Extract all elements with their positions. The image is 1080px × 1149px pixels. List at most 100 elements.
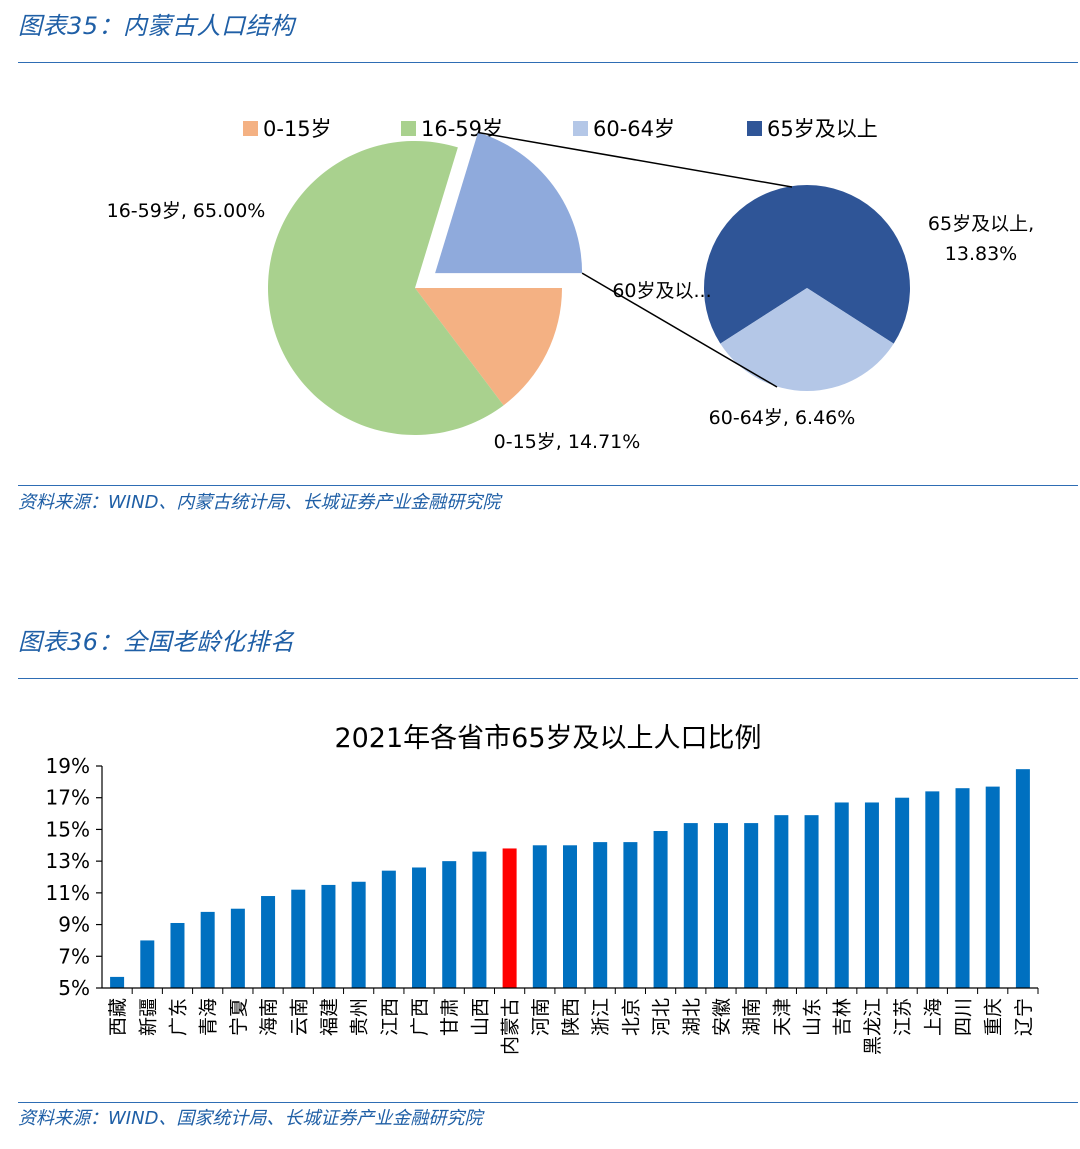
x-tick-label-西藏: 西藏 [107, 998, 129, 1036]
pie-data-labels: 16-59岁, 65.00% 0-15岁, 14.71% 60岁及以... 60-64… [107, 200, 1034, 453]
bar-新疆 [140, 940, 155, 988]
bar-北京 [623, 842, 638, 988]
x-tick-label-重庆: 重庆 [983, 998, 1005, 1036]
x-tick-label-新疆: 新疆 [137, 998, 159, 1036]
legend-swatch-60-64 [573, 121, 588, 136]
bar-四川 [955, 788, 970, 988]
y-tick-label: 11% [46, 881, 90, 905]
figure-36-source: 资料来源：WIND、国家统计局、长城证券产业金融研究院 [18, 1108, 483, 1129]
x-tick-label-山西: 山西 [469, 998, 491, 1036]
aging-ranking-bar-chart: 2021年各省市65岁及以上人口比例 5% 7% 9% 11% 13% 15% 17% 19%… [46, 723, 1039, 1055]
x-tick-label-辽宁: 辽宁 [1013, 998, 1035, 1036]
x-tick-label-甘肃: 甘肃 [439, 998, 461, 1036]
x-tick-label-福建: 福建 [318, 998, 340, 1036]
x-tick-label-湖南: 湖南 [741, 998, 763, 1036]
connector-line-bottom [581, 272, 778, 388]
bar-贵州 [351, 881, 366, 988]
x-tick-label-四川: 四川 [953, 998, 975, 1036]
bar-上海 [925, 791, 940, 988]
bar-甘肃 [442, 861, 457, 988]
pie-legend: 0-15岁 16-59岁 60-64岁 65岁及以上 [243, 117, 878, 141]
bar-chart-title: 2021年各省市65岁及以上人口比例 [334, 723, 761, 754]
pie-connector-lines [477, 131, 793, 388]
figure-35-top-rule [18, 62, 1078, 63]
bar-天津 [774, 815, 789, 988]
figure-35-bottom-rule [18, 485, 1078, 486]
x-tick-label-河南: 河南 [530, 998, 552, 1036]
figure-36-top-rule [18, 678, 1078, 679]
bar-x-axis: 西藏 新疆 广东 青海 宁夏 海南 云南 福建 贵州 江西 广西 甘肃 山西 内蒙古 河南 陕西 浙江 北京 河北湖… [102, 987, 1039, 1055]
figure-35-caption: 图表35：内蒙古人口结构 [18, 12, 295, 40]
legend-label-65-plus: 65岁及以上 [767, 117, 878, 141]
bar-广东 [170, 922, 185, 988]
bar-浙江 [593, 842, 608, 988]
label-60-plus: 60岁及以... [612, 280, 711, 302]
sub-slice-65岁及以上 [704, 184, 910, 344]
x-tick-label-北京: 北京 [620, 998, 642, 1036]
sub-pie [704, 184, 910, 391]
label-0-15: 0-15岁, 14.71% [494, 431, 641, 453]
bar-吉林 [834, 802, 849, 988]
x-tick-label-江苏: 江苏 [892, 998, 914, 1036]
bar-y-axis: 5% 7% 9% 11% 13% 15% 17% 19% [46, 754, 103, 1000]
x-tick-label-吉林: 吉林 [832, 998, 854, 1036]
legend-swatch-16-59 [401, 121, 416, 136]
x-tick-label-上海: 上海 [922, 998, 944, 1036]
bar-广西 [412, 867, 427, 988]
y-tick-label: 17% [46, 786, 90, 810]
y-tick-label: 15% [46, 817, 90, 841]
bar-河北 [653, 831, 668, 988]
x-tick-label-贵州: 贵州 [349, 998, 371, 1036]
bar-series [110, 769, 1030, 988]
bar-江苏 [895, 797, 910, 988]
connector-line-top [477, 131, 793, 188]
bar-山西 [472, 851, 487, 988]
label-60-64: 60-64岁, 6.46% [709, 407, 856, 429]
x-tick-label-天津: 天津 [771, 998, 793, 1036]
bar-湖南 [744, 823, 759, 988]
bar-内蒙古 [502, 848, 517, 988]
main-slice-0-15岁 [415, 288, 562, 406]
x-tick-label-云南: 云南 [288, 998, 310, 1036]
bar-西藏 [110, 976, 125, 988]
x-tick-label-江西: 江西 [379, 998, 401, 1036]
bar-重庆 [985, 786, 1000, 988]
bar-辽宁 [1015, 769, 1030, 988]
bar-黑龙江 [864, 802, 879, 988]
bar-江西 [381, 870, 396, 988]
bar-海南 [261, 896, 276, 988]
bar-福建 [321, 884, 336, 988]
x-tick-label-安徽: 安徽 [711, 998, 733, 1036]
bar-安徽 [713, 823, 728, 988]
y-tick-label: 13% [46, 849, 90, 873]
main-slice-16-59岁 [268, 141, 504, 436]
x-tick-label-海南: 海南 [258, 998, 280, 1036]
legend-swatch-0-15 [243, 121, 258, 136]
legend-label-60-64: 60-64岁 [593, 117, 675, 141]
figure-35-source: 资料来源：WIND、内蒙古统计局、长城证券产业金融研究院 [18, 492, 501, 513]
y-tick-label: 7% [58, 944, 90, 968]
bar-湖北 [683, 823, 698, 988]
x-tick-label-宁夏: 宁夏 [228, 998, 250, 1036]
figure-36-caption: 图表36：全国老龄化排名 [18, 628, 295, 656]
bar-河南 [532, 845, 547, 988]
x-tick-label-广西: 广西 [409, 998, 431, 1036]
label-16-59: 16-59岁, 65.00% [107, 200, 266, 222]
main-slice-60岁及以上 [435, 132, 583, 274]
population-structure-pie-chart: 0-15岁 16-59岁 60-64岁 65岁及以上 16-59岁, 65.00… [107, 117, 1034, 453]
bar-陕西 [563, 845, 577, 988]
bar-青海 [200, 911, 215, 988]
bar-宁夏 [230, 908, 245, 988]
y-tick-label: 19% [46, 754, 90, 778]
legend-label-0-15: 0-15岁 [263, 117, 332, 141]
bar-山东 [804, 815, 819, 988]
main-pie [268, 132, 583, 436]
label-65-plus: 65岁及以上, 13.83% [928, 213, 1034, 265]
x-tick-label-浙江: 浙江 [590, 998, 612, 1036]
figure-36-bottom-rule [18, 1102, 1078, 1103]
x-tick-label-青海: 青海 [198, 998, 220, 1036]
x-tick-label-内蒙古: 内蒙古 [500, 998, 522, 1055]
sub-slice-60-64岁 [720, 288, 894, 391]
x-tick-label-湖北: 湖北 [681, 998, 703, 1036]
y-tick-label: 9% [58, 913, 90, 937]
